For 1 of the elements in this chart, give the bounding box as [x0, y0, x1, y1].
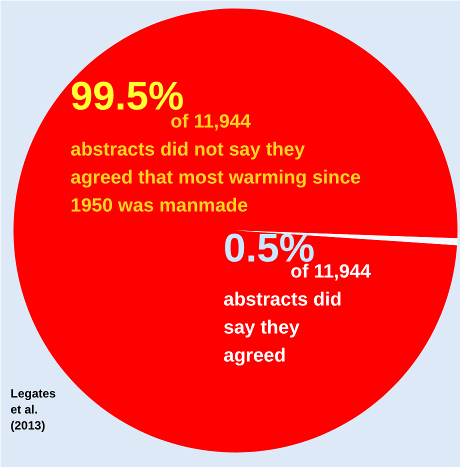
text: Legates et al. (2013) [10, 386, 56, 432]
